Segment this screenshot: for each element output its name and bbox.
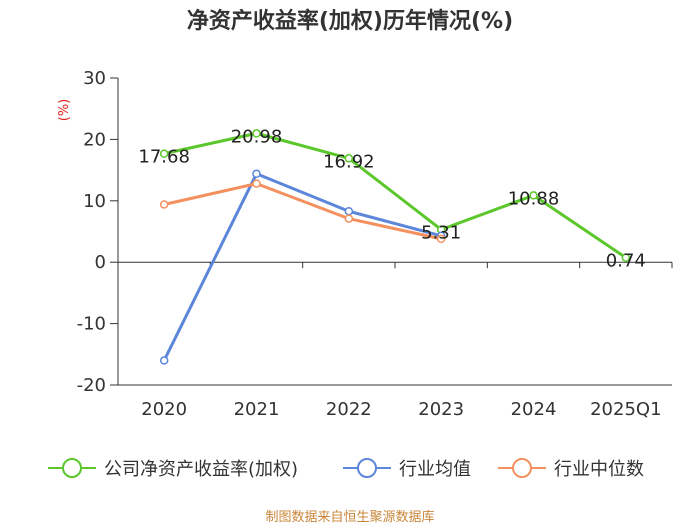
x-tick-label: 2022 — [326, 399, 372, 420]
data-label: 20.98 — [231, 126, 283, 147]
data-label: 0.74 — [606, 251, 646, 272]
x-tick-label: 2025Q1 — [590, 399, 661, 420]
y-tick-label: 10 — [83, 191, 106, 212]
series-0-point — [621, 253, 631, 262]
series-group — [159, 129, 631, 365]
series-0-point — [159, 149, 169, 158]
data-label: 16.92 — [323, 151, 375, 172]
x-tick-label: 2023 — [418, 399, 464, 420]
y-tick-label: -10 — [77, 314, 106, 335]
data-label: 17.68 — [138, 147, 190, 168]
legend-marker-0 — [62, 458, 82, 478]
data-labels: 17.68 20.98 16.92 5.31 10.88 0.74 — [138, 126, 645, 271]
y-tick-label: 20 — [83, 129, 106, 150]
series-line-1 — [162, 172, 442, 362]
y-tick-label: -20 — [77, 375, 106, 396]
legend: 公司净资产收益率(加权) 行业均值 行业中位数 — [48, 458, 644, 480]
data-label: 5.31 — [421, 223, 461, 244]
legend-label-0: 公司净资产收益率(加权) — [104, 459, 298, 480]
series-line-0 — [163, 131, 627, 259]
series-0-point — [344, 154, 354, 163]
chart-title: 净资产收益率(加权)历年情况(%) — [187, 8, 513, 34]
series-1-point — [159, 356, 169, 365]
series-line-2 — [163, 182, 442, 241]
series-1-point — [344, 206, 354, 216]
y-axis-unit-label: (%) — [57, 99, 72, 122]
series-1-point — [252, 169, 261, 179]
series-2-point — [436, 234, 446, 244]
axes: 30 20 10 0 -10 -20 2020 2021 2022 2023 2024 2025Q1 — [77, 68, 673, 420]
legend-marker-1 — [357, 458, 377, 478]
legend-marker-2 — [512, 458, 532, 478]
series-0-point — [529, 191, 538, 200]
series-2-point — [159, 200, 169, 209]
x-tick-label: 2020 — [141, 399, 187, 420]
series-0-point — [252, 129, 261, 138]
source-note: 制图数据来自恒生聚源数据库 — [265, 509, 434, 525]
y-tick-label: 0 — [95, 252, 106, 273]
legend-label-1: 行业均值 — [399, 459, 471, 480]
series-2-point — [252, 179, 261, 188]
x-tick-label: 2024 — [511, 399, 557, 420]
legend-label-2: 行业中位数 — [554, 459, 644, 480]
data-label: 10.88 — [508, 188, 560, 209]
series-2-point — [344, 214, 354, 223]
y-tick-label: 30 — [83, 68, 106, 89]
x-tick-label: 2021 — [234, 399, 280, 420]
